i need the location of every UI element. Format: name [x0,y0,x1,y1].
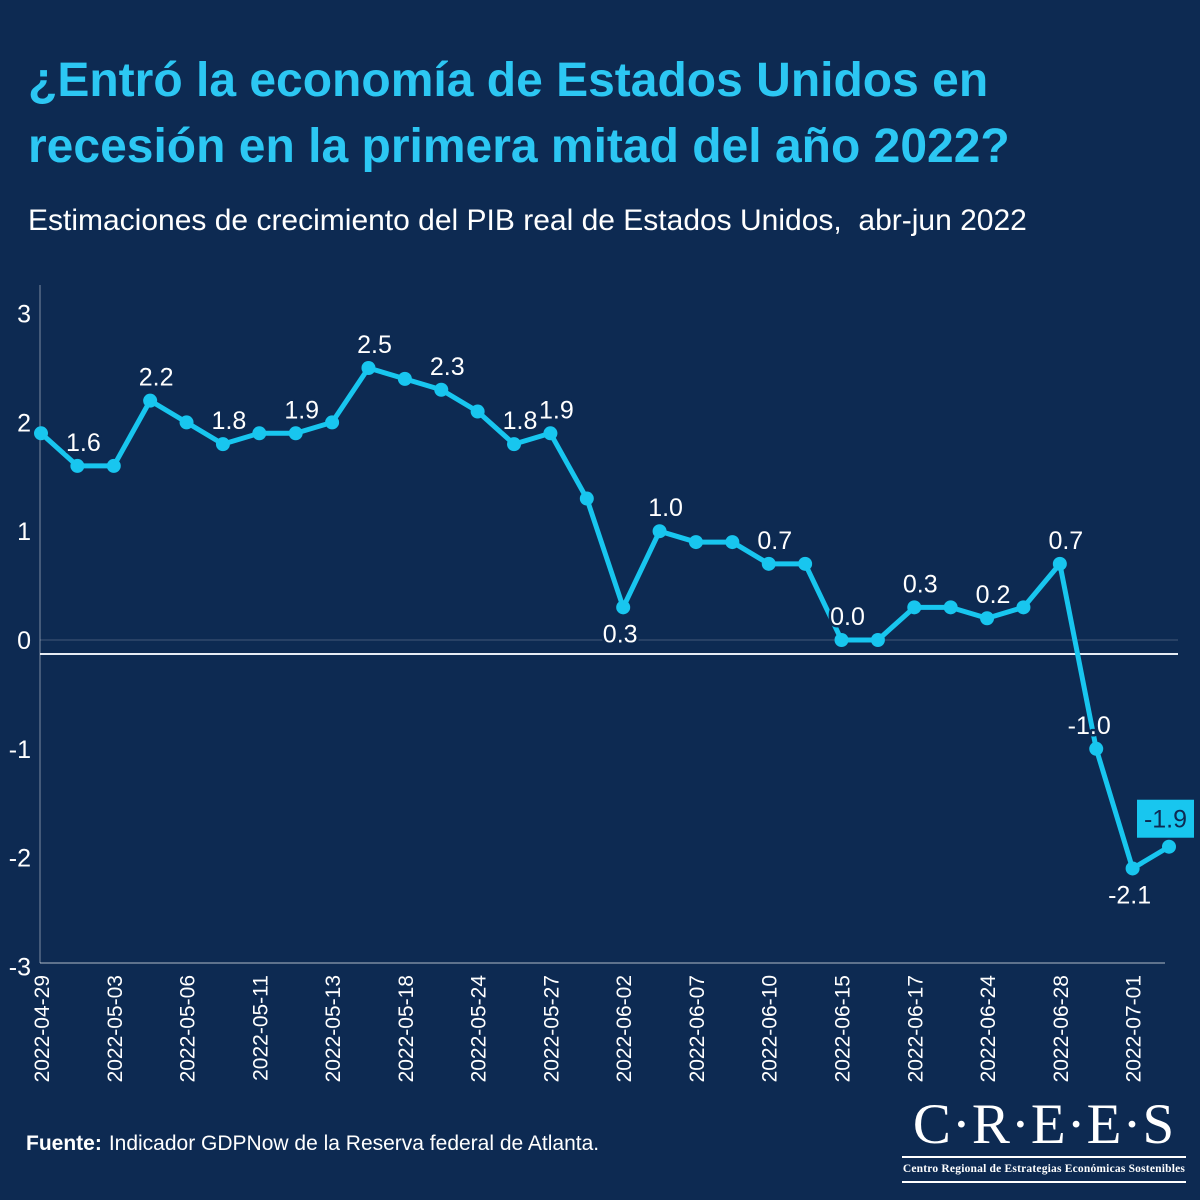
y-axis-tick-label: 2 [17,409,31,437]
data-point [1161,839,1176,854]
data-point [907,600,922,615]
data-point [397,371,412,386]
data-point-label: 0.2 [976,581,1011,609]
data-point-label: 2.3 [430,353,465,381]
data-point [579,491,594,506]
y-axis-tick-label: -3 [9,953,31,981]
highlight-label-text: -1.9 [1144,806,1187,834]
data-point [1016,600,1031,615]
x-axis-tick-label: 2022-06-07 [686,975,709,1082]
gdp-line-chart: 3 2 1 0 -1 -2 -3 2022-04-29 2022-05-03 2022-05-06… [0,270,1200,1100]
source-note: Fuente: Indicador GDPNow de la Reserva fe… [26,1132,599,1156]
x-axis-tick-label: 2022-07-01 [1123,975,1146,1082]
x-axis-tick-label: 2022-06-17 [904,975,927,1082]
x-axis-tick-label: 2022-05-18 [395,975,418,1082]
data-point-label: 1.8 [212,407,247,435]
y-axis-tick-label: 3 [17,301,31,329]
data-point-label: -2.1 [1108,881,1151,909]
page-title: ¿Entró la economía de Estados Unidos en … [28,48,1168,180]
x-axis-tick-label: 2022-05-06 [177,975,200,1082]
data-point [470,404,485,419]
data-point-label: 1.9 [539,396,574,424]
data-point-label: 1.0 [648,494,683,522]
x-axis-tick-label: 2022-05-03 [104,975,127,1082]
data-point-label: 0.7 [757,527,792,555]
data-point [361,361,376,375]
x-axis-tick-label: 2022-06-15 [832,975,855,1082]
x-axis-tick-label: 2022-06-24 [977,975,1000,1083]
x-axis-tick-label: 2022-05-27 [540,975,563,1082]
data-point [834,633,849,647]
data-point [652,524,667,539]
data-point [70,458,85,473]
source-label: Fuente: [26,1132,102,1155]
x-axis-tick-label: 2022-05-24 [468,975,491,1083]
logo-wordmark: C·R·E·E·S [912,1093,1176,1156]
page-title-line-1: ¿Entró la economía de Estados Unidos en [28,54,989,107]
data-point [725,535,740,550]
data-point [143,393,158,408]
data-point-label: 0.3 [903,570,938,598]
data-point-label: 0.3 [603,620,638,648]
logo-rule-top [902,1156,1186,1158]
highlight-label-box [1136,799,1194,838]
data-point [980,611,995,626]
data-point-label: 2.2 [139,364,174,392]
data-point [325,415,340,430]
data-point-label: 1.8 [503,407,538,435]
x-axis-tick-label: 2022-06-10 [759,975,782,1082]
data-point-label: 1.6 [66,429,101,457]
header: ¿Entró la economía de Estados Unidos en … [28,48,1168,238]
data-point [1052,556,1067,571]
logo-tagline: Centro Regional de Estrategias Económica… [902,1163,1186,1175]
x-axis-tick-label: 2022-06-02 [613,975,636,1082]
chart-subtitle: Estimaciones de crecimiento del PIB real… [28,204,1027,237]
data-point [288,426,303,441]
source-text: Indicador GDPNow de la Reserva federal d… [108,1132,600,1155]
x-axis-tick-label: 2022-06-28 [1050,975,1073,1082]
data-point-label: 0.7 [1048,527,1083,555]
x-axis-tick-label: 2022-05-13 [322,975,345,1082]
y-axis-tick-label: -1 [9,736,31,764]
y-axis-tick-label: 0 [17,627,31,655]
data-point-label: 2.5 [357,331,392,359]
x-axis-tick-label: 2022-04-29 [31,975,54,1082]
data-point [34,426,48,441]
data-point [434,382,449,397]
crees-logo: C·R·E·E·S Centro Regional de Estrategias… [902,1096,1186,1185]
y-axis-tick-label: 1 [17,518,31,546]
data-point [215,437,230,452]
data-point [943,600,958,615]
data-point [106,458,121,473]
data-point-label: 1.9 [284,396,319,424]
page-title-line-2: recesión en la primera mitad del año 202… [28,120,1010,173]
data-point [870,633,885,647]
data-point [616,600,631,615]
data-point-label: 0.0 [830,603,865,631]
data-point-label: -1.0 [1068,712,1111,740]
data-point [798,556,813,571]
data-point [507,437,522,452]
data-point [543,426,558,441]
data-point [1089,741,1104,756]
x-axis-tick-label: 2022-05-11 [249,975,272,1081]
gdp-series-line [38,365,1172,871]
data-point [1125,861,1140,876]
data-point [688,535,703,550]
data-point [252,426,267,441]
logo-rule-bottom [902,1181,1186,1183]
data-point [761,556,776,571]
y-axis-tick-label: -2 [9,845,31,873]
data-point [179,415,194,430]
